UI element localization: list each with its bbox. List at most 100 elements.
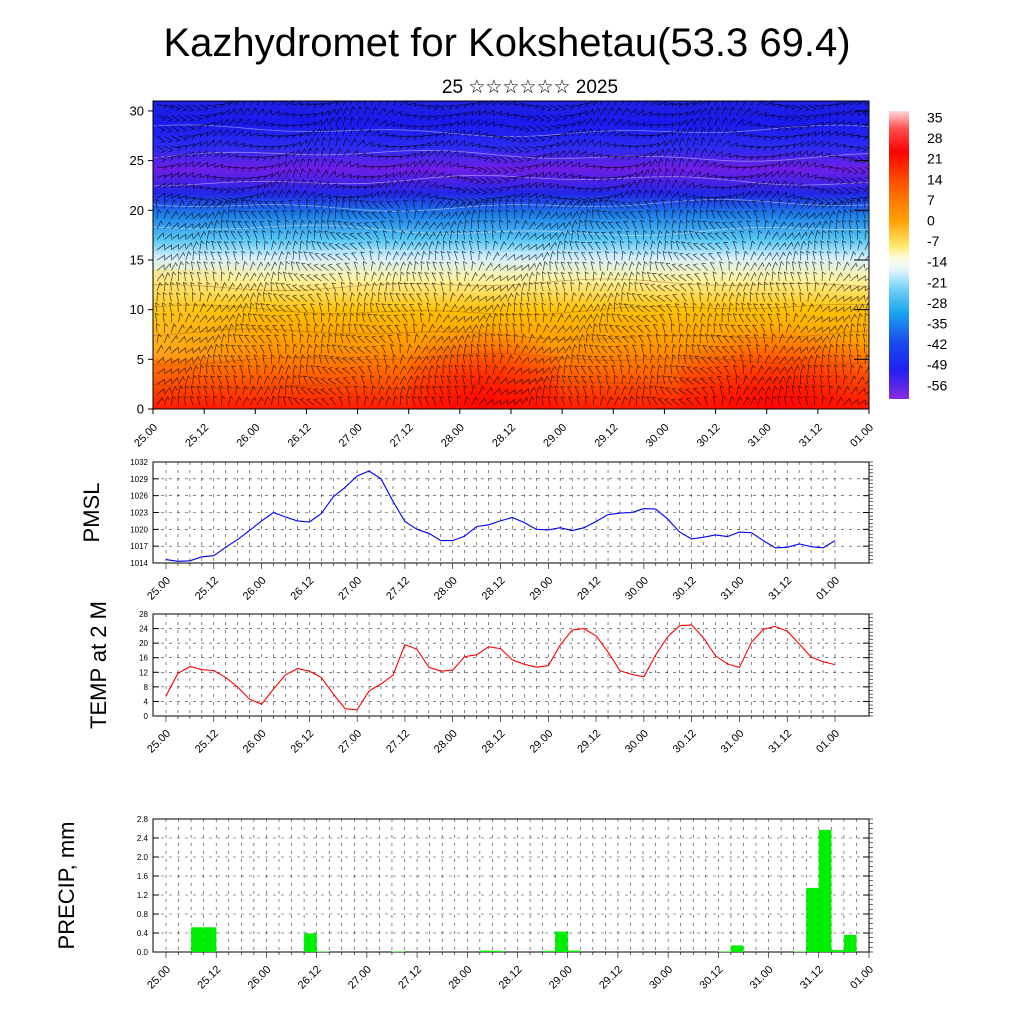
x-tick-label: 30.00 bbox=[647, 964, 675, 992]
x-tick-label: 31.12 bbox=[766, 575, 794, 603]
x-tick-label: 30.00 bbox=[623, 575, 651, 603]
x-tick-label: 29.00 bbox=[541, 422, 569, 450]
x-tick-label: 26.12 bbox=[296, 964, 324, 992]
grid bbox=[153, 613, 869, 717]
colorbar-label: 14 bbox=[927, 171, 943, 187]
precip-bar bbox=[492, 951, 505, 952]
colorbar-label: 21 bbox=[927, 151, 943, 167]
x-tick-label: 26.12 bbox=[289, 728, 317, 756]
series-line bbox=[165, 624, 836, 711]
x-tick-label: 01.00 bbox=[848, 964, 876, 992]
precip-bar bbox=[718, 951, 731, 952]
precip-bar bbox=[316, 951, 330, 952]
y-tick-label: 1.2 bbox=[137, 891, 149, 900]
y-tick-label: 1.6 bbox=[137, 872, 149, 881]
x-tick-label: 31.12 bbox=[797, 422, 825, 450]
y-tick-label: 20 bbox=[139, 639, 148, 648]
grid bbox=[153, 818, 869, 953]
x-tick-label: 31.00 bbox=[719, 575, 747, 603]
x-tick-label: 27.00 bbox=[336, 728, 364, 756]
precip-bar bbox=[831, 950, 844, 952]
x-tick-label: 25.00 bbox=[145, 964, 173, 992]
y-tick-label: 1029 bbox=[130, 475, 148, 484]
y-tick-label: 1014 bbox=[130, 559, 148, 568]
x-tick-label: 26.12 bbox=[289, 575, 317, 603]
precip-bar bbox=[392, 951, 405, 952]
isotherm bbox=[153, 278, 869, 292]
page-title: Kazhydromet for Kokshetau(53.3 69.4) bbox=[163, 21, 850, 65]
colorbar-label: -14 bbox=[927, 254, 947, 270]
precip-bar bbox=[304, 933, 317, 952]
x-tick-label: 28.12 bbox=[490, 422, 518, 450]
x-tick-label: 30.12 bbox=[671, 728, 699, 756]
colorbar-label: -56 bbox=[927, 377, 947, 393]
precip-bar bbox=[479, 950, 493, 952]
cross-section-panel: 0 5 10 15 20 25 30 25.00 25.12 26.00 26.12 27.00 27.… bbox=[130, 100, 876, 450]
precip-bar bbox=[191, 927, 204, 952]
y-axis-label: PMSL bbox=[79, 483, 104, 543]
x-tick-label: 27.12 bbox=[384, 728, 412, 756]
grid bbox=[153, 461, 869, 564]
y-tick-label: 0.0 bbox=[137, 948, 149, 957]
y-tick-label: 8 bbox=[144, 683, 149, 692]
colorbar-label: 35 bbox=[927, 110, 943, 126]
x-tick-label: 25.00 bbox=[145, 575, 173, 603]
colorbar-label: -49 bbox=[927, 357, 947, 373]
x-tick-label: 27.00 bbox=[336, 575, 364, 603]
y-tick-label: 20 bbox=[130, 203, 144, 218]
series-line bbox=[165, 470, 836, 562]
y-tick-label: 12 bbox=[139, 668, 148, 677]
colorbar: 35 28 21 14 7 0 -7 -14 -21 -28 -35 -42 -49 -56 bbox=[889, 110, 947, 399]
y-tick-label: 0.8 bbox=[137, 910, 149, 919]
precip-bar bbox=[843, 934, 857, 952]
y-tick-label: 0.4 bbox=[137, 929, 149, 938]
x-tick-label: 28.00 bbox=[432, 575, 460, 603]
colorbar-label: -7 bbox=[927, 233, 940, 249]
y-tick-label: 1020 bbox=[130, 525, 148, 534]
x-tick-label: 31.00 bbox=[746, 422, 774, 450]
y-tick-label: 25 bbox=[130, 153, 144, 168]
precip-bar bbox=[203, 927, 217, 952]
pmsl-panel: 1014 1017 1020 1023 1026 1029 1032 25.00 25.12 26… bbox=[79, 458, 873, 603]
warm-core bbox=[680, 289, 869, 409]
y-tick-label: 1026 bbox=[130, 492, 148, 501]
x-tick-label: 30.12 bbox=[695, 422, 723, 450]
x-tick-label: 29.00 bbox=[527, 575, 555, 603]
y-tick-label: 5 bbox=[137, 352, 144, 367]
x-tick-label: 28.00 bbox=[446, 964, 474, 992]
precip-bar bbox=[793, 951, 807, 952]
y-tick-label: 1017 bbox=[130, 542, 148, 551]
colorbar-label: 7 bbox=[927, 192, 935, 208]
y-tick-label: 10 bbox=[130, 302, 144, 317]
plot-frame bbox=[152, 818, 870, 953]
x-tick-label: 25.00 bbox=[132, 422, 160, 450]
y-tick-label: 1032 bbox=[130, 458, 148, 467]
x-tick-label: 31.00 bbox=[748, 964, 776, 992]
y-tick-label: 1023 bbox=[130, 509, 148, 518]
x-tick-label: 25.12 bbox=[183, 422, 211, 450]
x-tick-label: 30.12 bbox=[698, 964, 726, 992]
x-tick-label: 29.00 bbox=[527, 728, 555, 756]
page-subtitle: 25 ☆☆☆☆☆☆ 2025 bbox=[442, 77, 618, 98]
x-tick-label: 01.00 bbox=[814, 575, 842, 603]
x-tick-label: 26.00 bbox=[234, 422, 262, 450]
isotherm bbox=[153, 124, 869, 138]
x-tick-label: 01.00 bbox=[848, 422, 876, 450]
x-tick-label: 25.12 bbox=[193, 728, 221, 756]
x-tick-label: 26.00 bbox=[246, 964, 274, 992]
colorbar-label: -35 bbox=[927, 316, 947, 332]
x-tick-label: 27.12 bbox=[396, 964, 424, 992]
precip-bar bbox=[806, 887, 819, 952]
temp-panel: 0 4 8 12 16 20 24 28 25.00 25.12 26.00 26.12 27.00 27… bbox=[86, 601, 873, 756]
isotherm bbox=[153, 353, 869, 366]
y-tick-label: 0 bbox=[144, 712, 149, 721]
x-tick-label: 31.12 bbox=[766, 728, 794, 756]
x-tick-label: 28.12 bbox=[480, 728, 508, 756]
wind-barbs bbox=[154, 101, 869, 406]
y-tick-label: 2.0 bbox=[137, 853, 149, 862]
x-tick-label: 28.12 bbox=[480, 575, 508, 603]
precip-bar bbox=[730, 945, 744, 952]
colorbar-scale bbox=[889, 111, 909, 399]
cross-section-field bbox=[153, 101, 869, 409]
y-axis-label: TEMP at 2 M bbox=[86, 601, 111, 729]
